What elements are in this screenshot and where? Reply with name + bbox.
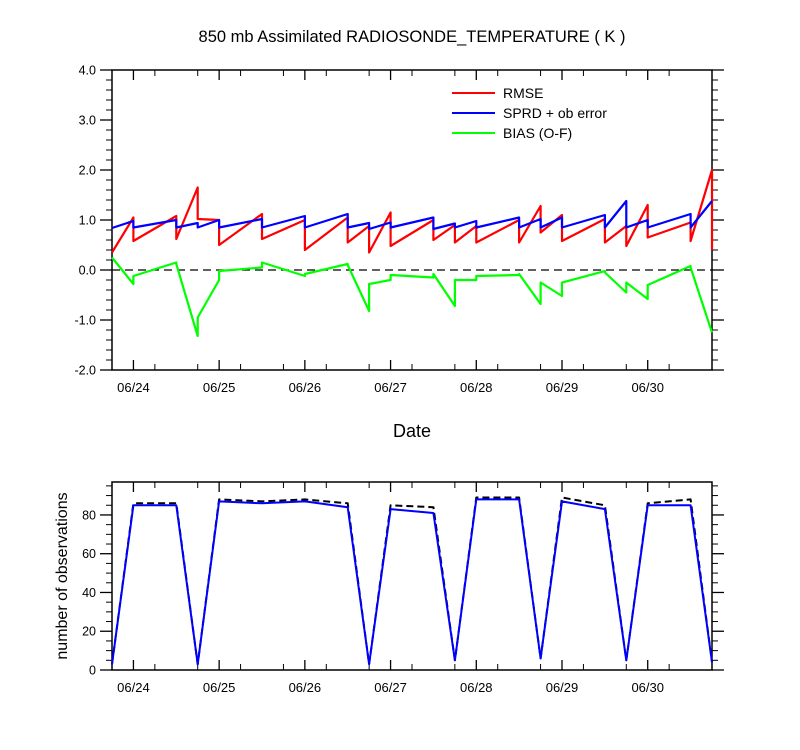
x-tick-label: 06/25	[203, 680, 236, 695]
y-tick-label: -1.0	[74, 314, 96, 328]
top-series-group	[111, 168, 714, 338]
top-x-tick-labels: 06/24 06/25 06/26 06/27 06/28 06/29 06/30	[117, 380, 664, 395]
series-line-bias-o-f	[111, 256, 714, 338]
x-tick-label: 06/26	[289, 380, 322, 395]
y-tick-label: 0.0	[79, 264, 96, 278]
legend-label-rmse: RMSE	[503, 85, 543, 101]
top-tick-marks	[100, 69, 724, 371]
bottom-panel-observations: 0 20 40 60 80 06/24 06/25 06/26 06/27 06/28 06/29…	[54, 481, 724, 695]
series-line-solid-1	[111, 498, 713, 666]
y-tick-label: 3.0	[79, 114, 96, 128]
x-tick-label: 06/30	[631, 680, 664, 695]
x-tick-label: 06/26	[289, 680, 322, 695]
y-tick-label: 40	[82, 586, 96, 600]
x-tick-label: 06/29	[546, 380, 579, 395]
y-tick-label: 1.0	[79, 214, 96, 228]
bottom-series-group	[111, 496, 713, 666]
top-y-tick-labels: -2.0 -1.0 0.0 1.0 2.0 3.0 4.0	[74, 64, 96, 378]
y-tick-label: 80	[82, 508, 96, 522]
y-tick-label: 20	[82, 625, 96, 639]
x-tick-label: 06/24	[117, 380, 150, 395]
x-axis-label: Date	[393, 421, 431, 441]
y-tick-label: 0	[89, 664, 96, 678]
bottom-tick-marks	[100, 482, 724, 671]
y-axis-label-observations: number of observations	[54, 492, 71, 659]
y-tick-label: 4.0	[79, 64, 96, 78]
x-tick-label: 06/25	[203, 380, 236, 395]
y-tick-label: -2.0	[74, 364, 96, 378]
x-tick-label: 06/27	[374, 380, 407, 395]
bottom-x-tick-labels: 06/24 06/25 06/26 06/27 06/28 06/29 06/30	[117, 680, 664, 695]
series-line-dashed-0	[111, 496, 713, 666]
chart-title: 850 mb Assimilated RADIOSONDE_TEMPERATUR…	[199, 28, 626, 46]
y-tick-label: 2.0	[79, 164, 96, 178]
bottom-y-tick-labels: 0 20 40 60 80	[82, 508, 96, 677]
x-tick-label: 06/24	[117, 680, 150, 695]
y-tick-label: 60	[82, 547, 96, 561]
legend-label-sprd-ob-error: SPRD + ob error	[503, 105, 607, 121]
x-tick-label: 06/29	[546, 680, 579, 695]
x-tick-label: 06/28	[460, 680, 493, 695]
x-tick-label: 06/27	[374, 680, 407, 695]
top-panel-bias-rmse: -2.0-1.00.01.02.03.04.0 06/24 06/25 06/26 0…	[74, 64, 724, 441]
series-line-rmse	[111, 168, 714, 254]
x-tick-label: 06/30	[631, 380, 664, 395]
series-line-sprd-ob-error	[111, 199, 713, 231]
legend-label-bias-o-f: BIAS (O-F)	[503, 125, 572, 141]
x-tick-label: 06/28	[460, 380, 493, 395]
legend: RMSE SPRD + ob error BIAS (O-F)	[452, 85, 607, 141]
